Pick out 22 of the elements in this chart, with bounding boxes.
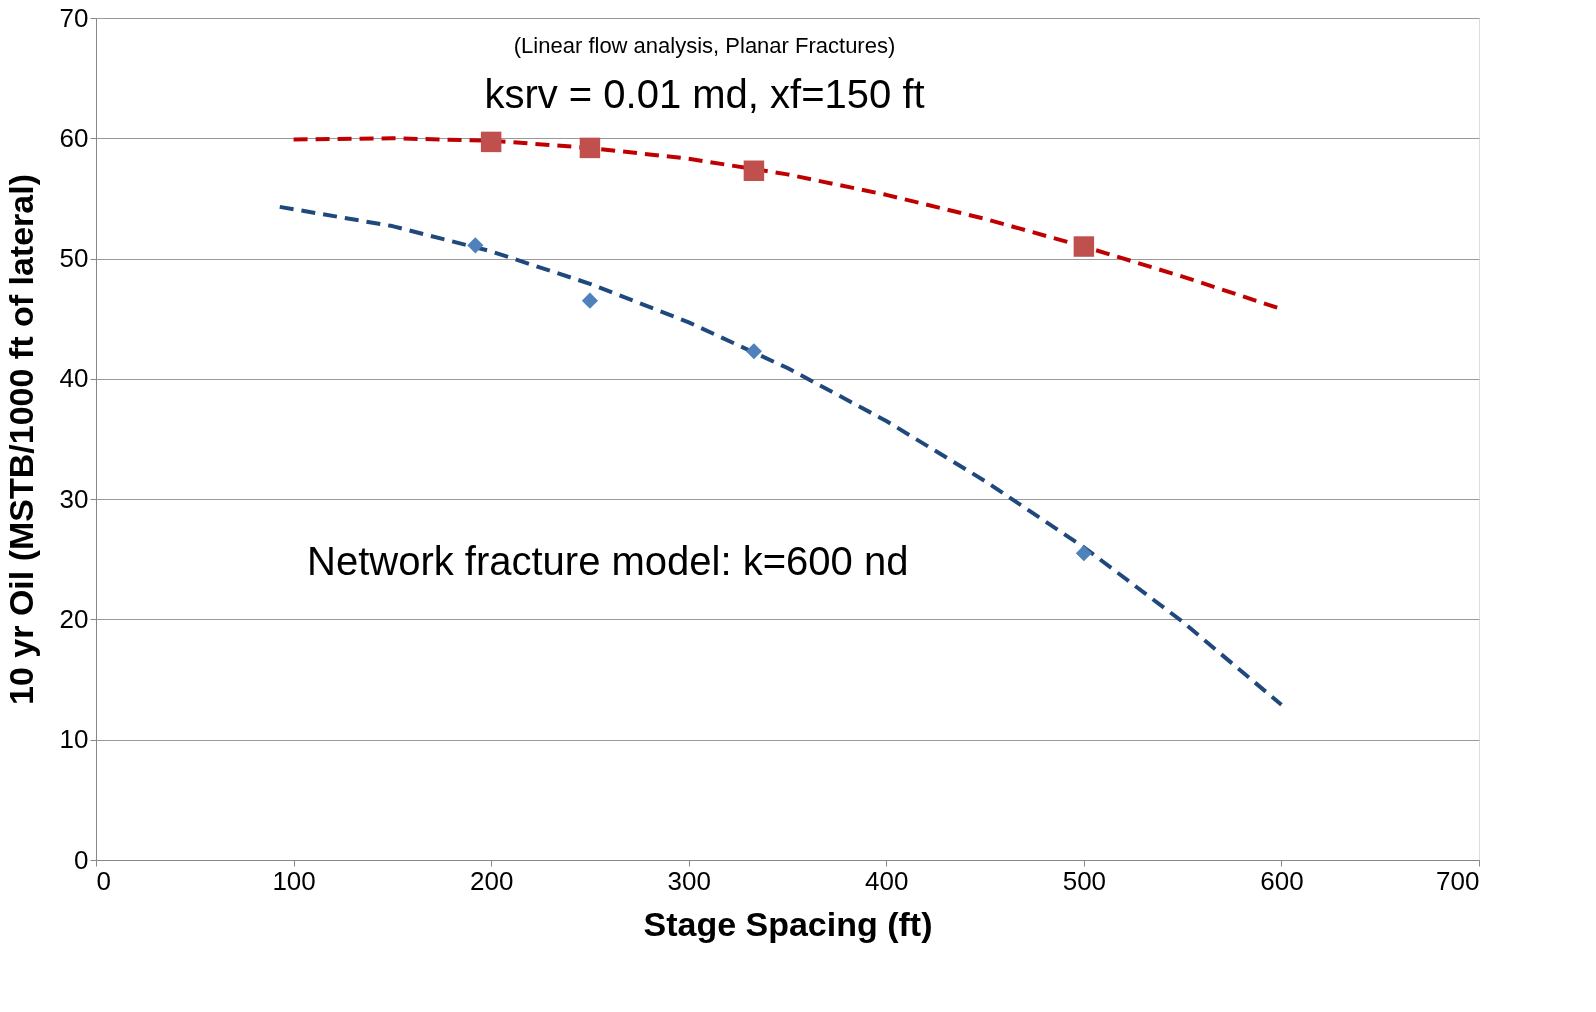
annotation: (Linear flow analysis, Planar Fractures) bbox=[513, 33, 896, 58]
x-tick-label: 700 bbox=[1436, 865, 1480, 896]
y-axis-title: 10 yr Oil (MSTB/1000 ft of lateral) bbox=[1, 174, 40, 705]
y-tick-label: 70 bbox=[59, 2, 89, 33]
x-tick-label: 0 bbox=[96, 865, 111, 896]
x-axis-title: Stage Spacing (ft) bbox=[643, 904, 933, 943]
y-tick-label: 0 bbox=[74, 844, 89, 875]
x-tick-label: 100 bbox=[272, 865, 316, 896]
x-tick-label: 400 bbox=[865, 865, 909, 896]
x-tick-label: 600 bbox=[1260, 865, 1304, 896]
y-tick-label: 10 bbox=[59, 724, 89, 755]
y-tick-label: 60 bbox=[59, 122, 89, 153]
x-tick-label: 200 bbox=[469, 865, 514, 896]
annotation: Network fracture model: k=600 nd bbox=[307, 539, 909, 583]
y-tick-label: 20 bbox=[59, 603, 89, 634]
y-tick-label: 50 bbox=[59, 243, 89, 274]
line-series bbox=[277, 204, 1284, 707]
y-tick-label: 30 bbox=[59, 483, 89, 514]
x-tick-label: 500 bbox=[1062, 865, 1107, 896]
annotation: ksrv = 0.01 md, xf=150 ft bbox=[484, 72, 925, 116]
x-tick-label: 300 bbox=[667, 865, 711, 896]
y-tick-label: 40 bbox=[59, 363, 89, 394]
